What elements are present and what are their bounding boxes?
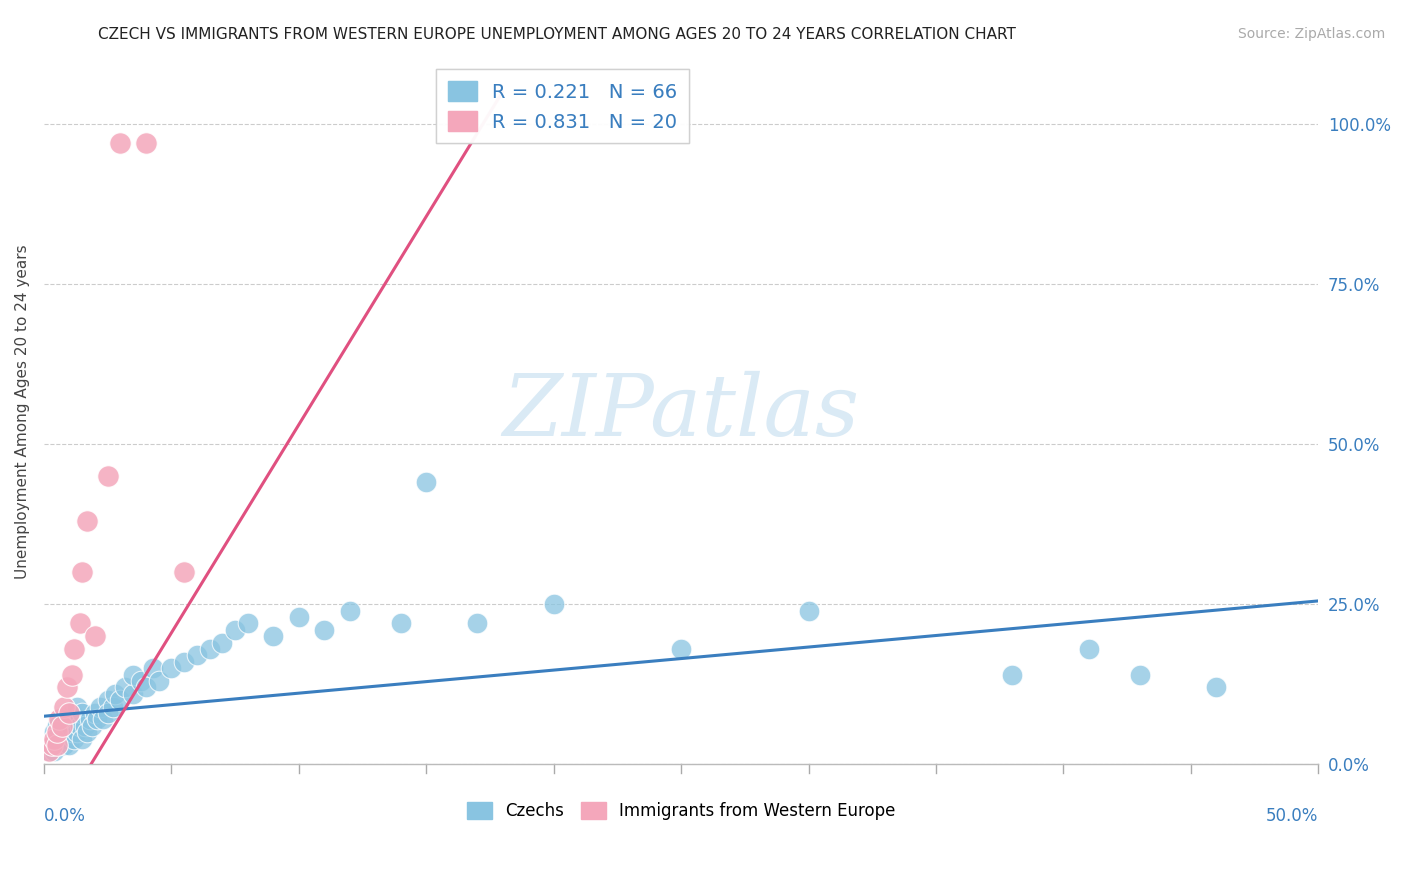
Point — [53, 738, 76, 752]
Legend: R = 0.221   N = 66, R = 0.831   N = 20: R = 0.221 N = 66, R = 0.831 N = 20 — [436, 70, 689, 144]
Point — [415, 475, 437, 490]
Point — [76, 514, 98, 528]
Point — [339, 603, 361, 617]
Point — [91, 713, 114, 727]
Point — [1205, 681, 1227, 695]
Y-axis label: Unemployment Among Ages 20 to 24 years: Unemployment Among Ages 20 to 24 years — [15, 244, 30, 579]
Point — [45, 725, 67, 739]
Point — [45, 731, 67, 746]
Point — [58, 706, 80, 720]
Point — [56, 731, 79, 746]
Point — [1001, 667, 1024, 681]
Point — [110, 693, 132, 707]
Point — [42, 725, 65, 739]
Point — [122, 667, 145, 681]
Text: ZIPatlas: ZIPatlas — [502, 370, 859, 453]
Point — [236, 616, 259, 631]
Point — [70, 565, 93, 579]
Point — [63, 642, 86, 657]
Point — [69, 719, 91, 733]
Point — [543, 597, 565, 611]
Point — [53, 699, 76, 714]
Point — [58, 738, 80, 752]
Point — [142, 661, 165, 675]
Point — [58, 719, 80, 733]
Point — [224, 623, 246, 637]
Point — [114, 681, 136, 695]
Point — [53, 725, 76, 739]
Point — [38, 744, 60, 758]
Point — [63, 731, 86, 746]
Point — [389, 616, 412, 631]
Point — [160, 661, 183, 675]
Point — [51, 719, 73, 733]
Point — [70, 706, 93, 720]
Point — [82, 719, 104, 733]
Point — [79, 713, 101, 727]
Point — [60, 725, 83, 739]
Point — [60, 667, 83, 681]
Point — [76, 725, 98, 739]
Point — [48, 738, 70, 752]
Point — [287, 610, 309, 624]
Point — [48, 725, 70, 739]
Point — [70, 731, 93, 746]
Point — [97, 706, 120, 720]
Point — [173, 655, 195, 669]
Point — [83, 706, 105, 720]
Point — [56, 713, 79, 727]
Point — [60, 706, 83, 720]
Point — [42, 744, 65, 758]
Point — [83, 629, 105, 643]
Point — [135, 136, 157, 150]
Point — [104, 687, 127, 701]
Point — [56, 681, 79, 695]
Point — [148, 673, 170, 688]
Point — [110, 136, 132, 150]
Point — [41, 738, 63, 752]
Point — [86, 713, 108, 727]
Point — [101, 699, 124, 714]
Text: Source: ZipAtlas.com: Source: ZipAtlas.com — [1237, 27, 1385, 41]
Point — [73, 719, 96, 733]
Point — [173, 565, 195, 579]
Point — [198, 642, 221, 657]
Point — [122, 687, 145, 701]
Point — [66, 699, 89, 714]
Point — [69, 616, 91, 631]
Point — [262, 629, 284, 643]
Point — [97, 693, 120, 707]
Point — [314, 623, 336, 637]
Point — [1129, 667, 1152, 681]
Point — [63, 713, 86, 727]
Point — [51, 719, 73, 733]
Point — [41, 738, 63, 752]
Point — [797, 603, 820, 617]
Point — [135, 681, 157, 695]
Point — [89, 699, 111, 714]
Point — [211, 635, 233, 649]
Point — [42, 731, 65, 746]
Point — [186, 648, 208, 663]
Point — [129, 673, 152, 688]
Text: CZECH VS IMMIGRANTS FROM WESTERN EUROPE UNEMPLOYMENT AMONG AGES 20 TO 24 YEARS C: CZECH VS IMMIGRANTS FROM WESTERN EUROPE … — [98, 27, 1017, 42]
Point — [1077, 642, 1099, 657]
Point — [66, 725, 89, 739]
Text: 0.0%: 0.0% — [44, 806, 86, 824]
Point — [45, 719, 67, 733]
Point — [38, 744, 60, 758]
Point — [97, 469, 120, 483]
Point — [45, 738, 67, 752]
Point — [465, 616, 488, 631]
Point — [51, 731, 73, 746]
Point — [48, 713, 70, 727]
Point — [669, 642, 692, 657]
Text: 50.0%: 50.0% — [1265, 806, 1319, 824]
